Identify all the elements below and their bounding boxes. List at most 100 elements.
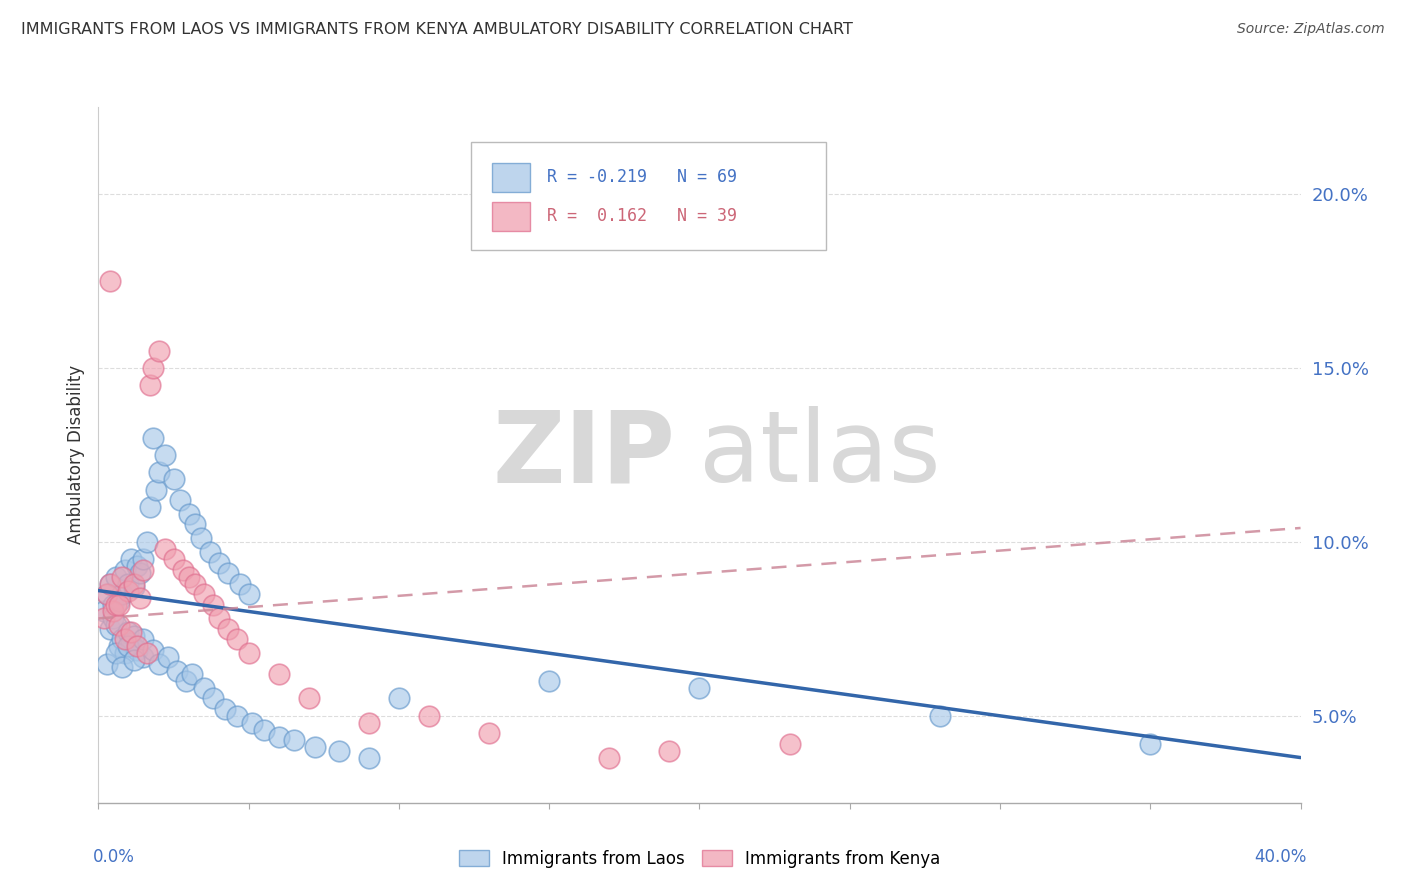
Point xyxy=(111,570,134,584)
Point xyxy=(111,660,134,674)
Point xyxy=(190,532,212,546)
Point xyxy=(217,622,239,636)
Point xyxy=(108,618,131,632)
Point xyxy=(208,556,231,570)
Point xyxy=(156,649,179,664)
Point xyxy=(124,576,146,591)
Text: 40.0%: 40.0% xyxy=(1254,848,1306,866)
Point xyxy=(132,552,155,566)
Point xyxy=(388,691,411,706)
Point xyxy=(129,591,152,605)
Point xyxy=(103,611,125,625)
Point xyxy=(253,723,276,737)
Point xyxy=(100,576,122,591)
FancyBboxPatch shape xyxy=(471,142,825,250)
Point xyxy=(124,629,146,643)
Point xyxy=(267,730,290,744)
Point xyxy=(238,646,260,660)
Point xyxy=(162,552,184,566)
Point xyxy=(148,343,170,358)
Point xyxy=(117,583,139,598)
Point xyxy=(114,563,136,577)
Text: ZIP: ZIP xyxy=(492,407,675,503)
Point xyxy=(688,681,710,695)
Point xyxy=(108,594,131,608)
Point xyxy=(162,472,184,486)
FancyBboxPatch shape xyxy=(492,162,530,192)
Point xyxy=(328,744,350,758)
Point xyxy=(166,664,188,678)
Point xyxy=(96,587,118,601)
Legend: Immigrants from Laos, Immigrants from Kenya: Immigrants from Laos, Immigrants from Ke… xyxy=(453,843,946,874)
Point xyxy=(174,674,197,689)
FancyBboxPatch shape xyxy=(492,202,530,231)
Point xyxy=(478,726,501,740)
Point xyxy=(238,587,260,601)
Point xyxy=(283,733,305,747)
Point xyxy=(201,598,224,612)
Text: IMMIGRANTS FROM LAOS VS IMMIGRANTS FROM KENYA AMBULATORY DISABILITY CORRELATION : IMMIGRANTS FROM LAOS VS IMMIGRANTS FROM … xyxy=(21,22,853,37)
Point xyxy=(105,646,128,660)
Text: 0.0%: 0.0% xyxy=(93,848,135,866)
Point xyxy=(148,466,170,480)
Point xyxy=(105,570,128,584)
Point xyxy=(111,587,134,601)
Point xyxy=(538,674,561,689)
Point xyxy=(96,587,118,601)
Point xyxy=(267,667,290,681)
Point xyxy=(105,598,128,612)
Point xyxy=(145,483,167,497)
Text: R = -0.219   N = 69: R = -0.219 N = 69 xyxy=(547,168,737,186)
Point xyxy=(169,493,191,508)
Point xyxy=(153,448,176,462)
Point xyxy=(141,642,163,657)
Point xyxy=(183,517,205,532)
Point xyxy=(298,691,321,706)
Point xyxy=(138,500,160,514)
Point xyxy=(135,646,157,660)
Point xyxy=(114,646,136,660)
Point xyxy=(201,691,224,706)
Point xyxy=(180,667,202,681)
Y-axis label: Ambulatory Disability: Ambulatory Disability xyxy=(66,366,84,544)
Point xyxy=(304,740,326,755)
Point xyxy=(148,657,170,671)
Point xyxy=(779,737,801,751)
Text: Source: ZipAtlas.com: Source: ZipAtlas.com xyxy=(1237,22,1385,37)
Point xyxy=(141,360,163,375)
Point xyxy=(127,642,149,657)
Point xyxy=(129,566,152,581)
Point xyxy=(418,708,440,723)
Point xyxy=(121,552,143,566)
Point xyxy=(183,576,205,591)
Point xyxy=(208,611,231,625)
Point xyxy=(127,559,149,574)
Point xyxy=(93,605,115,619)
Point xyxy=(117,625,139,640)
Text: atlas: atlas xyxy=(699,407,941,503)
Point xyxy=(217,566,239,581)
Point xyxy=(103,598,125,612)
Point xyxy=(124,580,146,594)
Point xyxy=(658,744,681,758)
Point xyxy=(114,632,136,647)
Point xyxy=(598,750,620,764)
Point xyxy=(1139,737,1161,751)
Point xyxy=(141,430,163,444)
Point xyxy=(198,545,221,559)
Point xyxy=(108,598,131,612)
Point xyxy=(132,649,155,664)
Point xyxy=(357,750,380,764)
Point xyxy=(929,708,952,723)
Point xyxy=(100,274,122,288)
Point xyxy=(177,570,200,584)
Point xyxy=(121,625,143,640)
Point xyxy=(153,541,176,556)
Point xyxy=(132,632,155,647)
Text: R =  0.162   N = 39: R = 0.162 N = 39 xyxy=(547,207,737,225)
Point xyxy=(135,534,157,549)
Point xyxy=(103,605,125,619)
Point xyxy=(93,611,115,625)
Point xyxy=(132,563,155,577)
Point xyxy=(117,639,139,653)
